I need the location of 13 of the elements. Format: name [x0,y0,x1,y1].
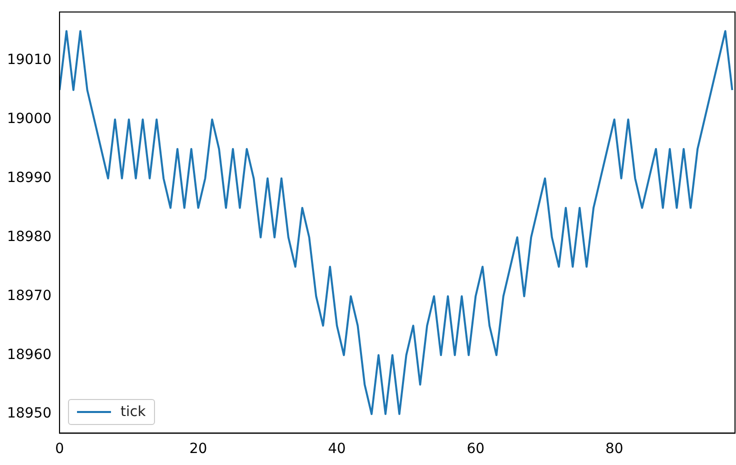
x-tick-label: 20 [189,441,208,458]
y-tick-label: 18990 [6,170,52,186]
x-tick-label: 0 [55,441,64,458]
legend-label: tick [120,404,146,420]
y-tick-label: 19010 [6,52,52,68]
y-tick-label: 18970 [6,288,52,304]
y-tick-label: 19000 [6,111,52,128]
y-tick-label: 18960 [6,346,52,363]
y-tick-label: 18980 [6,228,52,245]
x-tick-label: 80 [605,441,624,458]
x-tick-label: 60 [466,441,485,458]
y-tick-label: 18950 [6,406,52,422]
x-tick-label: 40 [328,441,346,458]
